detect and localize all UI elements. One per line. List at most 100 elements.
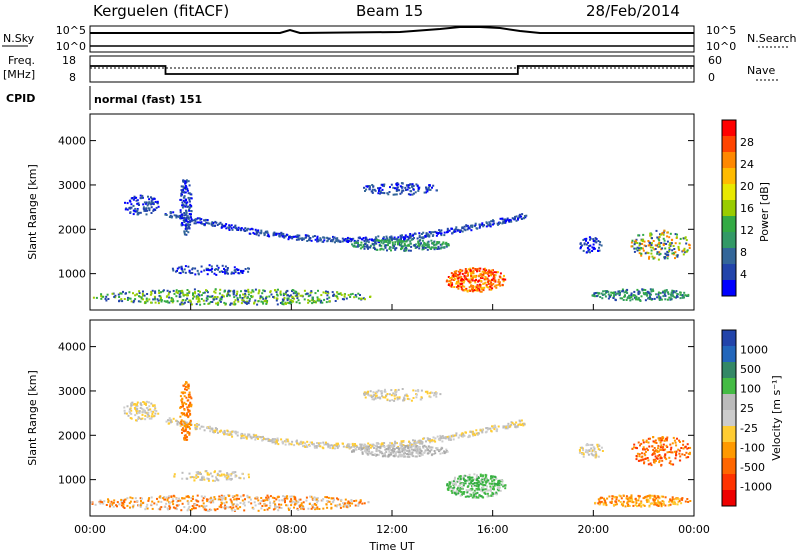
echo-pixel xyxy=(247,291,250,293)
echo-pixel xyxy=(408,187,411,190)
echo-pixel xyxy=(582,452,585,455)
echo-pixel xyxy=(301,442,304,445)
echo-pixel xyxy=(249,228,252,231)
echo-pixel xyxy=(332,294,335,297)
echo-pixel xyxy=(374,453,377,456)
echo-pixel xyxy=(166,498,169,501)
echo-pixel xyxy=(250,502,253,505)
echo-pixel xyxy=(667,293,670,296)
echo-pixel xyxy=(187,180,190,183)
echo-pixel xyxy=(479,429,482,432)
echo-pixel xyxy=(179,217,182,220)
echo-pixel xyxy=(116,501,119,504)
echo-pixel xyxy=(283,235,286,238)
echo-pixel xyxy=(673,500,676,503)
echo-pixel xyxy=(684,237,687,240)
echo-pixel xyxy=(474,281,477,284)
echo-pixel xyxy=(460,435,463,437)
echo-pixel xyxy=(191,508,193,511)
echo-pixel xyxy=(432,453,435,455)
echo-pixel xyxy=(448,435,450,438)
echo-pixel xyxy=(449,485,452,488)
echo-pixel xyxy=(642,441,645,444)
echo-pixel xyxy=(472,434,475,437)
echo-pixel xyxy=(638,496,641,499)
echo-pixel xyxy=(662,500,665,503)
echo-pixel xyxy=(141,292,144,295)
echo-pixel xyxy=(455,275,458,278)
echo-pixel xyxy=(140,418,143,421)
echo-pixel xyxy=(644,454,647,457)
echo-pixel xyxy=(491,269,494,272)
echo-pixel xyxy=(365,447,368,450)
echo-pixel xyxy=(664,256,667,259)
echo-pixel xyxy=(480,483,483,486)
echo-pixel xyxy=(115,504,118,507)
echo-pixel xyxy=(471,279,474,282)
echo-pixel xyxy=(188,425,191,428)
echo-pixel xyxy=(471,430,474,433)
echo-pixel xyxy=(304,446,307,448)
echo-pixel xyxy=(469,290,472,292)
echo-pixel xyxy=(445,448,448,451)
echo-pixel xyxy=(194,507,197,510)
echo-pixel xyxy=(261,505,264,507)
echo-pixel xyxy=(679,455,682,458)
echo-pixel xyxy=(433,392,436,395)
echo-pixel xyxy=(179,290,182,293)
echo-pixel xyxy=(494,426,497,429)
echo-pixel xyxy=(631,298,634,301)
noise-right-tick-bottom: 10^0 xyxy=(706,40,736,53)
echo-pixel xyxy=(302,441,305,444)
echo-pixel xyxy=(653,458,656,461)
echo-pixel xyxy=(610,291,613,294)
echo-pixel xyxy=(218,498,221,501)
echo-pixel xyxy=(656,502,659,505)
echo-pixel xyxy=(365,445,368,448)
echo-pixel xyxy=(449,279,452,282)
echo-pixel xyxy=(506,427,509,430)
echo-pixel xyxy=(390,453,393,456)
echo-pixel xyxy=(431,391,434,394)
echo-pixel xyxy=(346,445,349,448)
echo-pixel xyxy=(421,248,424,251)
echo-pixel xyxy=(385,448,388,450)
colorbar-segment xyxy=(722,136,736,153)
echo-pixel xyxy=(240,269,242,272)
echo-pixel xyxy=(586,247,589,249)
echo-pixel xyxy=(199,290,201,293)
echo-pixel xyxy=(307,507,310,510)
echo-pixel xyxy=(492,475,494,478)
echo-pixel xyxy=(186,423,189,426)
echo-pixel xyxy=(647,441,650,444)
echo-pixel xyxy=(275,291,278,293)
echo-pixel xyxy=(197,472,200,475)
echo-pixel xyxy=(659,455,662,458)
echo-pixel xyxy=(424,246,427,249)
echo-pixel xyxy=(316,298,319,301)
echo-pixel xyxy=(502,221,505,224)
echo-pixel xyxy=(190,197,193,200)
echo-pixel xyxy=(138,295,140,298)
echo-pixel xyxy=(203,495,206,498)
echo-pixel xyxy=(373,447,375,449)
echo-pixel xyxy=(375,442,378,445)
echo-pixel xyxy=(685,242,688,245)
echo-pixel xyxy=(461,282,464,285)
echo-pixel xyxy=(514,425,517,428)
echo-pixel xyxy=(366,185,369,188)
echo-pixel xyxy=(427,186,430,189)
echo-pixel xyxy=(99,499,102,502)
echo-pixel xyxy=(383,239,386,242)
echo-pixel xyxy=(229,431,232,434)
echo-pixel xyxy=(412,455,415,458)
echo-pixel xyxy=(581,453,584,455)
echo-pixel xyxy=(218,223,221,225)
echo-pixel xyxy=(309,441,312,444)
echo-pixel xyxy=(232,303,235,306)
echo-pixel xyxy=(255,434,258,437)
echo-pixel xyxy=(317,289,319,292)
echo-pixel xyxy=(469,224,472,227)
echo-pixel xyxy=(171,301,174,304)
echo-pixel xyxy=(391,399,394,402)
